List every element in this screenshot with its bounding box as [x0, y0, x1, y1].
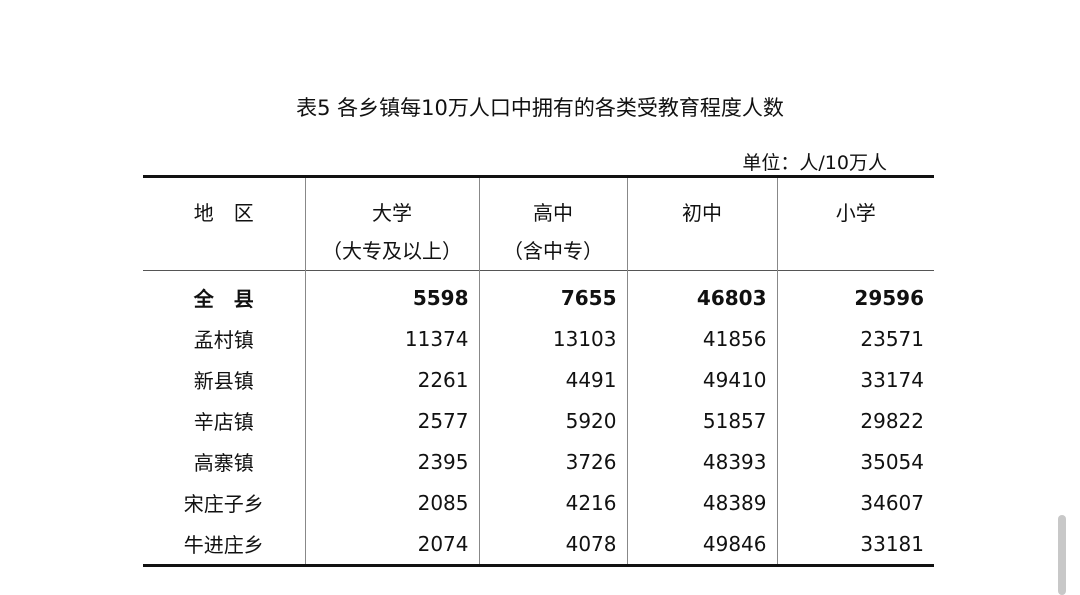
- value-cell: 11374: [304, 318, 479, 359]
- table-row: 新县镇 2261 4491 49410 33174: [143, 359, 934, 400]
- header-line1: 大学: [372, 201, 412, 225]
- value-cell: 29596: [776, 270, 934, 318]
- header-line2: （含中专）: [503, 239, 603, 263]
- value-cell: 33174: [776, 359, 934, 400]
- header-middleschool: 初中: [626, 176, 777, 271]
- scrollbar[interactable]: [1058, 515, 1066, 595]
- table-row: 辛店镇 2577 5920 51857 29822: [143, 400, 934, 441]
- value-cell: 2074: [304, 523, 479, 566]
- table-row: 全 县 5598 7655 46803 29596: [143, 270, 934, 318]
- value-cell: 48389: [626, 482, 777, 523]
- value-cell: 5598: [304, 270, 479, 318]
- value-cell: 4491: [478, 359, 627, 400]
- header-line1: 初中: [682, 201, 722, 225]
- header-primary: 小学: [776, 176, 934, 271]
- value-cell: 49846: [626, 523, 777, 566]
- region-cell: 新县镇: [193, 369, 254, 393]
- table-row: 宋庄子乡 2085 4216 48389 34607: [143, 482, 934, 523]
- unit-label: 单位：人/10万人: [742, 152, 887, 174]
- region-cell: 宋庄子乡: [183, 492, 264, 516]
- education-table: 地 区 大学 （大专及以上） 高中 （含中专） 初中 小学 全 县 5598 7655 4…: [143, 175, 934, 567]
- header-line1: 小学: [835, 201, 876, 225]
- table-row: 高寨镇 2395 3726 48393 35054: [143, 441, 934, 482]
- header-row: 地 区 大学 （大专及以上） 高中 （含中专） 初中 小学: [143, 176, 934, 271]
- value-cell: 2085: [304, 482, 479, 523]
- header-highschool: 高中 （含中专）: [478, 176, 627, 271]
- value-cell: 23571: [776, 318, 934, 359]
- value-cell: 33181: [776, 523, 934, 566]
- table-row: 孟村镇 11374 13103 41856 23571: [143, 318, 934, 359]
- region-cell: 全 县: [193, 287, 254, 311]
- value-cell: 46803: [626, 270, 777, 318]
- value-cell: 51857: [626, 400, 777, 441]
- region-cell: 高寨镇: [193, 451, 254, 475]
- value-cell: 34607: [776, 482, 934, 523]
- value-cell: 2261: [304, 359, 479, 400]
- header-line1: 地 区: [193, 201, 254, 225]
- value-cell: 29822: [776, 400, 934, 441]
- table-row: 牛进庄乡 2074 4078 49846 33181: [143, 523, 934, 566]
- value-cell: 3726: [478, 441, 627, 482]
- region-cell: 牛进庄乡: [183, 533, 264, 557]
- region-cell: 孟村镇: [193, 328, 254, 352]
- region-cell: 辛店镇: [193, 410, 254, 434]
- header-line2: （大专及以上）: [322, 239, 462, 263]
- value-cell: 48393: [626, 441, 777, 482]
- header-line1: 高中: [533, 201, 573, 225]
- value-cell: 7655: [478, 270, 627, 318]
- value-cell: 2577: [304, 400, 479, 441]
- value-cell: 2395: [304, 441, 479, 482]
- value-cell: 35054: [776, 441, 934, 482]
- value-cell: 13103: [478, 318, 627, 359]
- value-cell: 4216: [478, 482, 627, 523]
- value-cell: 41856: [626, 318, 777, 359]
- value-cell: 49410: [626, 359, 777, 400]
- value-cell: 5920: [478, 400, 627, 441]
- header-university: 大学 （大专及以上）: [304, 176, 479, 271]
- value-cell: 4078: [478, 523, 627, 566]
- header-region: 地 区: [143, 177, 305, 271]
- table-title: 表5 各乡镇每10万人口中拥有的各类受教育程度人数: [296, 96, 784, 120]
